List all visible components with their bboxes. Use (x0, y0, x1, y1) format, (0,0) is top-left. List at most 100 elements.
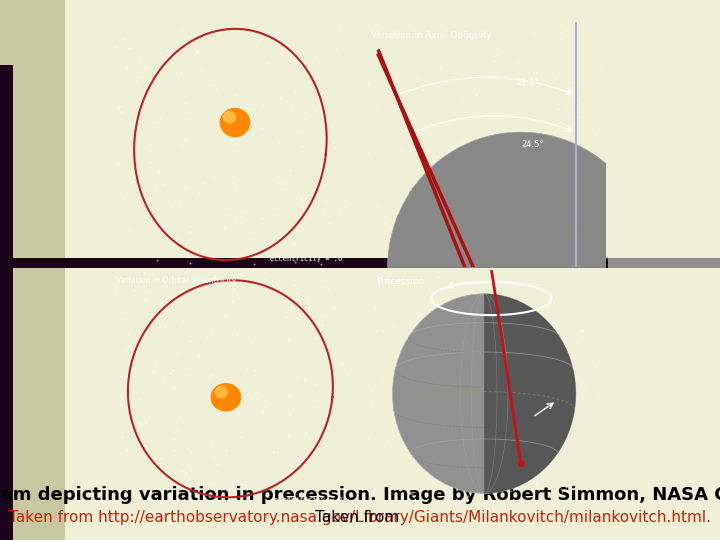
Point (408, 317, 419, 326)
Point (120, 307, 131, 316)
Point (577, 91, 588, 100)
Point (135, 129, 147, 137)
Point (110, 287, 122, 295)
Point (410, 156, 422, 165)
Point (138, 268, 150, 277)
Point (524, 63, 536, 72)
Point (194, 285, 205, 294)
Point (257, 100, 269, 109)
Point (251, 28, 262, 37)
Bar (0, 0, 65, 540)
Point (582, 242, 594, 251)
Point (444, 458, 455, 467)
Point (556, 35, 567, 44)
Point (302, 232, 314, 241)
Point (409, 205, 420, 213)
Point (168, 239, 180, 248)
Point (158, 179, 169, 188)
Point (279, 184, 290, 193)
Point (330, 44, 341, 53)
Point (202, 373, 214, 382)
Point (581, 456, 593, 465)
Point (235, 433, 247, 441)
Point (128, 286, 140, 295)
Point (282, 430, 294, 439)
Text: eccentricity = .6: eccentricity = .6 (270, 256, 342, 262)
Point (258, 396, 269, 404)
Text: Taken from: Taken from (315, 510, 405, 525)
Point (120, 487, 131, 495)
Point (171, 426, 183, 434)
Point (297, 142, 308, 151)
Point (235, 494, 247, 502)
Point (562, 102, 573, 111)
Point (505, 500, 517, 509)
Point (301, 296, 312, 305)
Point (320, 131, 332, 140)
Point (153, 167, 165, 176)
Point (320, 197, 331, 206)
Circle shape (215, 387, 228, 397)
Point (400, 228, 411, 237)
Point (268, 448, 279, 456)
Point (572, 286, 584, 294)
Point (132, 418, 144, 427)
Point (257, 406, 269, 415)
Point (310, 379, 321, 388)
Point (544, 434, 556, 443)
Point (292, 289, 303, 298)
Point (226, 297, 238, 306)
Point (274, 285, 285, 294)
Point (199, 179, 210, 187)
Point (575, 332, 587, 341)
Point (126, 109, 138, 117)
Point (300, 428, 312, 437)
Point (552, 204, 563, 213)
Ellipse shape (392, 294, 576, 494)
Point (234, 483, 246, 491)
Point (423, 338, 435, 347)
Point (397, 184, 408, 192)
Point (577, 161, 589, 170)
Point (302, 37, 313, 46)
Point (271, 448, 283, 456)
Point (116, 432, 127, 441)
Point (239, 207, 251, 215)
Point (561, 389, 572, 397)
Point (316, 276, 328, 285)
Bar (608, 258, 720, 268)
Circle shape (211, 384, 240, 411)
Point (530, 69, 541, 78)
Point (135, 72, 146, 81)
Point (286, 103, 297, 112)
Point (218, 222, 230, 231)
Point (296, 193, 307, 202)
Point (379, 219, 390, 227)
Point (149, 359, 161, 367)
Point (379, 242, 390, 251)
Point (372, 362, 384, 371)
Point (369, 303, 381, 312)
Point (220, 446, 232, 454)
Point (184, 447, 196, 455)
Point (377, 374, 389, 382)
Point (297, 202, 308, 211)
Point (248, 366, 260, 375)
Point (557, 488, 568, 497)
Point (454, 205, 465, 213)
Point (291, 373, 302, 381)
Point (552, 104, 564, 113)
Point (310, 106, 321, 114)
Point (123, 226, 135, 235)
Point (179, 98, 191, 107)
Point (182, 444, 194, 453)
Point (565, 435, 577, 443)
Point (310, 448, 322, 457)
Point (109, 43, 120, 52)
Point (145, 139, 157, 148)
Point (490, 112, 502, 120)
Point (167, 366, 179, 374)
Point (541, 418, 553, 427)
Point (528, 414, 539, 422)
Point (212, 410, 223, 418)
